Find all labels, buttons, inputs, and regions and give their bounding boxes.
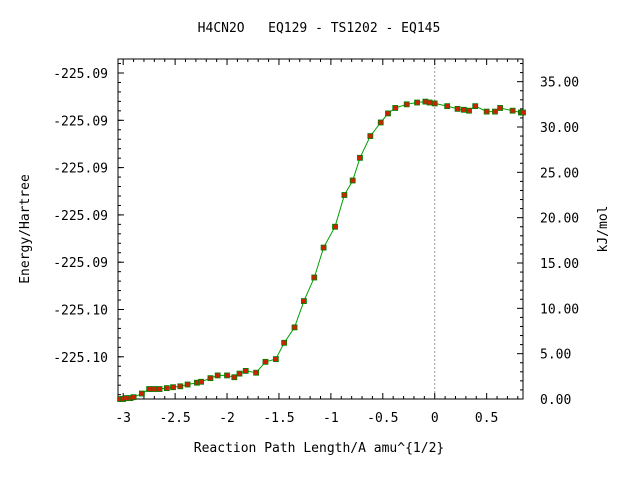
y-right-tick-label: 10.00 — [540, 302, 579, 317]
y-right-tick-label: 15.00 — [540, 257, 579, 272]
x-tick-label: 0 — [431, 411, 439, 426]
data-point — [207, 375, 214, 382]
data-point — [403, 101, 410, 108]
data-point — [392, 105, 399, 111]
data-point — [177, 383, 184, 390]
y-left-tick-label: -225.10 — [53, 351, 108, 366]
data-point — [151, 386, 158, 392]
x-axis-title: Reaction Path Length/A amu^{1/2} — [194, 441, 444, 456]
x-tick-label: -3 — [115, 411, 131, 426]
data-point — [472, 103, 479, 110]
y-left-axis-ticks: -225.09 -225.09 -225.09 -225.09 -225.09 -225.… — [53, 63, 124, 396]
y-left-tick-label: -225.10 — [53, 304, 108, 319]
y-left-tick-label: -225.09 — [53, 114, 108, 129]
y-right-tick-label: 25.00 — [540, 166, 579, 181]
data-point — [320, 244, 327, 251]
data-point — [509, 107, 516, 114]
data-point — [311, 274, 318, 281]
data-point — [156, 386, 163, 392]
data-point — [138, 390, 145, 397]
y-right-tick-label: 35.00 — [540, 76, 579, 91]
data-point — [492, 108, 498, 115]
data-point — [520, 109, 526, 116]
data-point — [377, 119, 384, 126]
data-point — [198, 378, 204, 385]
y-right-tick-label: 5.00 — [540, 348, 571, 363]
y-left-tick-label: -225.09 — [53, 162, 108, 177]
data-point — [214, 372, 221, 379]
y-right-tick-label: 20.00 — [540, 212, 579, 227]
data-point — [466, 107, 472, 114]
data-point — [231, 374, 238, 381]
data-point — [300, 298, 307, 304]
data-point — [357, 154, 363, 161]
data-point — [332, 223, 338, 230]
data-point — [242, 367, 249, 374]
data-point — [184, 381, 191, 388]
data-point — [426, 99, 433, 106]
data-point — [483, 108, 490, 115]
data-point — [349, 177, 356, 184]
x-tick-label: -1.5 — [263, 411, 294, 426]
y-right-axis-title: kJ/mol — [596, 206, 611, 253]
data-point — [341, 192, 348, 198]
data-point — [291, 324, 298, 331]
x-tick-label: -0.5 — [367, 411, 398, 426]
y-left-tick-label: -225.09 — [53, 67, 108, 82]
x-tick-label: -2 — [219, 411, 235, 426]
data-point — [224, 372, 230, 379]
data-point — [431, 100, 438, 107]
y-left-tick-label: -225.09 — [53, 256, 108, 271]
series-markers — [117, 98, 526, 402]
y-left-axis-title: Energy/Hartree — [18, 174, 33, 284]
data-point — [253, 369, 260, 376]
data-point — [130, 394, 137, 401]
data-point — [262, 358, 269, 365]
x-tick-label: -1 — [323, 411, 339, 426]
data-point — [367, 133, 374, 139]
x-axis-ticks: -3 -2.5 -2 -1.5 -1 -0.5 0 0.5 — [115, 59, 519, 426]
y-right-axis-ticks: 35.00 30.00 25.00 20.00 15.00 10.00 5.00 0.00 — [517, 63, 579, 408]
chart-title: H4CN2O EQ129 - TS1202 - EQ145 — [198, 21, 441, 36]
x-tick-label: 0.5 — [475, 411, 498, 426]
data-point — [497, 105, 504, 111]
data-point — [281, 339, 288, 346]
x-tick-label: -2.5 — [159, 411, 190, 426]
data-point — [163, 385, 170, 392]
data-point — [385, 110, 391, 117]
y-left-tick-label: -225.09 — [53, 209, 108, 224]
data-point — [170, 384, 176, 391]
data-point — [414, 99, 420, 106]
y-right-tick-label: 30.00 — [540, 121, 579, 136]
data-point — [236, 370, 243, 377]
data-point — [444, 103, 451, 110]
data-point — [272, 356, 279, 363]
data-point — [460, 106, 467, 113]
data-point — [146, 386, 153, 392]
y-right-tick-label: 0.00 — [540, 393, 571, 408]
data-point — [454, 105, 461, 112]
